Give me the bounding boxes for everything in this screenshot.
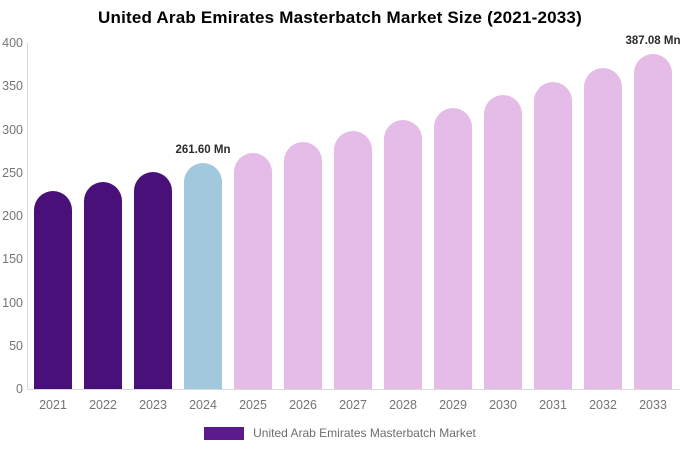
- x-axis-label-2023: 2023: [139, 398, 167, 412]
- bar-column-2031: [528, 43, 578, 389]
- bar-2026: [284, 142, 322, 389]
- x-axis-label-2025: 2025: [239, 398, 267, 412]
- bar-2031: [534, 82, 572, 389]
- plot-area: 261.60 Mn 387.08 Mn: [28, 35, 680, 389]
- y-axis-label-150: 150: [2, 252, 23, 267]
- x-axis-label-2024: 2024: [189, 398, 217, 412]
- y-axis-line: [27, 43, 28, 389]
- bar-2025: [234, 152, 272, 389]
- y-axis-tick-labels: 0 50 100 150 200 250 300 350 400: [0, 36, 24, 396]
- bar-column-2024: 261.60 Mn: [175, 43, 231, 389]
- bar-2033: [634, 54, 672, 389]
- bar-2023: [134, 172, 172, 389]
- bar-2022: [84, 181, 122, 389]
- y-axis-label-400: 400: [2, 36, 23, 50]
- bar-column-2026: [278, 43, 328, 389]
- bar-2032: [584, 68, 622, 389]
- y-axis-label-200: 200: [2, 209, 23, 223]
- x-axis-label-2026: 2026: [289, 398, 317, 412]
- bar-value-label-2033: 387.08 Mn: [625, 35, 680, 48]
- x-axis-label-2028: 2028: [389, 398, 417, 412]
- bar-2028: [384, 119, 422, 389]
- bar-column-2027: [328, 43, 378, 389]
- x-axis-label-2029: 2029: [439, 398, 467, 412]
- bar-2027: [334, 131, 372, 389]
- bar-2030: [484, 95, 522, 389]
- bar-column-2028: [378, 43, 428, 389]
- x-axis-label-2027: 2027: [339, 398, 367, 412]
- legend: United Arab Emirates Masterbatch Market: [0, 426, 680, 440]
- y-axis-label-250: 250: [2, 165, 23, 180]
- bar-column-2029: [428, 43, 478, 389]
- bar-column-2023: [128, 43, 178, 389]
- bar-2024: [184, 162, 222, 389]
- bar-column-2021: [28, 43, 78, 389]
- legend-swatch-icon: [204, 426, 245, 440]
- x-axis-label-2022: 2022: [89, 398, 117, 412]
- bar-column-2025: [228, 43, 278, 389]
- bar-column-2033: 387.08 Mn: [626, 35, 680, 389]
- y-axis-label-300: 300: [2, 122, 23, 137]
- legend-label: United Arab Emirates Masterbatch Market: [253, 426, 476, 440]
- bar-2021: [34, 190, 72, 389]
- y-axis-label-0: 0: [16, 382, 23, 396]
- x-axis-baseline: [27, 389, 680, 390]
- bar-column-2032: [578, 43, 628, 389]
- y-axis-label-100: 100: [2, 295, 23, 310]
- bar-column-2022: [78, 43, 128, 389]
- x-axis-label-2032: 2032: [589, 398, 617, 412]
- x-axis-label-2021: 2021: [39, 398, 67, 412]
- bar-column-2030: [478, 43, 528, 389]
- bar-value-label-2024: 261.60 Mn: [175, 143, 231, 156]
- chart-title: United Arab Emirates Masterbatch Market …: [98, 8, 582, 27]
- bar-2029: [434, 107, 472, 389]
- x-axis-label-2030: 2030: [489, 398, 517, 412]
- y-axis-label-50: 50: [9, 338, 23, 353]
- x-axis-tick-labels: 2021 2022 2023 2024 2025 2026 2027 2028 2029 2030…: [28, 398, 678, 412]
- y-axis-label-350: 350: [2, 79, 23, 94]
- x-axis-label-2031: 2031: [539, 398, 567, 412]
- x-axis-label-2033: 2033: [639, 398, 667, 412]
